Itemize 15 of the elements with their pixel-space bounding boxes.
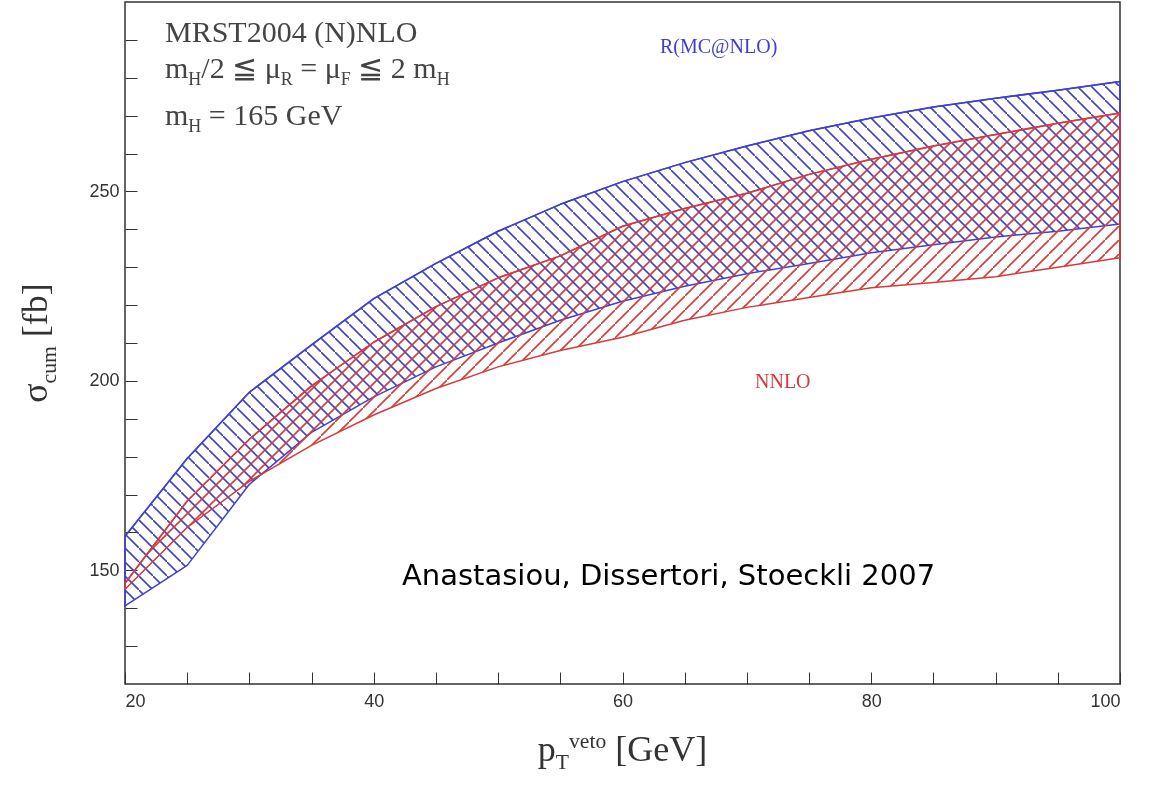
- x-axis-title: p$_{T}$$^{veto}$ [GeV]: [537, 728, 708, 776]
- annotation: Anastasiou, Dissertori, Stoeckli 2007: [402, 558, 936, 592]
- x-tick-label: 60: [612, 690, 634, 711]
- text: NNLO: [755, 370, 811, 392]
- annotation: MRST2004 (N)NLO: [165, 14, 419, 50]
- y-tick-label: 150: [89, 559, 120, 580]
- annotation: m$_{H}$ = 165 GeV: [165, 97, 344, 138]
- x-tick-label: 80: [861, 690, 882, 711]
- y-tick-label: 250: [89, 180, 120, 201]
- annotation: m$_{H}$/2 ≦ μ$_{R}$ = μ$_{F}$ ≦ 2 m$_{H}$: [165, 50, 450, 91]
- x-tick-label: 20: [125, 690, 146, 711]
- y-tick-label: 200: [89, 370, 120, 391]
- text: R(MC@NLO): [660, 35, 778, 58]
- x-tick-label: 100: [1090, 690, 1121, 711]
- x-tick-label: 40: [364, 690, 385, 711]
